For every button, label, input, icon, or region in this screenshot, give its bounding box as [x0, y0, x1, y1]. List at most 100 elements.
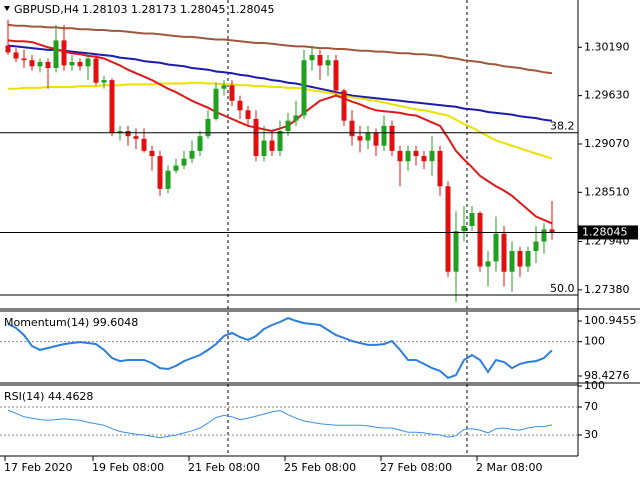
- candle-body: [173, 165, 179, 171]
- candle-body: [5, 45, 11, 53]
- candle-body: [501, 233, 507, 272]
- y-tick-label: 1.29630: [584, 89, 630, 102]
- fibo-label: 38.2: [550, 120, 575, 133]
- candle-body: [125, 131, 131, 137]
- x-tick-label: 2 Mar 08:00: [476, 461, 542, 474]
- price-box: [578, 225, 638, 240]
- candle-body: [29, 60, 35, 67]
- candle-body: [381, 125, 387, 146]
- candle-body: [165, 170, 171, 189]
- candle-body: [309, 55, 315, 61]
- candle-body: [469, 213, 475, 226]
- moving-average: [7, 44, 553, 122]
- candle-body: [533, 241, 539, 252]
- candle-body: [205, 118, 211, 137]
- candle-body: [13, 52, 19, 59]
- y-tick-label: 70: [584, 400, 598, 413]
- candle-body: [245, 110, 251, 119]
- candle-body: [389, 125, 395, 151]
- candle-body: [373, 132, 379, 146]
- candle-body: [341, 90, 347, 121]
- candle-body: [285, 120, 291, 132]
- candle-body: [477, 213, 483, 267]
- x-tick-label: 21 Feb 08:00: [188, 461, 260, 474]
- candle-body: [365, 132, 371, 141]
- y-tick-label: 1.30190: [584, 40, 630, 53]
- y-tick-label: 1.27380: [584, 283, 630, 296]
- candle-body: [189, 150, 195, 159]
- candle-body: [397, 150, 403, 162]
- price-label: 1.28045: [582, 225, 628, 238]
- candle-body: [117, 131, 123, 133]
- candle-body: [69, 61, 75, 66]
- moving-average: [8, 81, 553, 160]
- y-tick-label: 1.29070: [584, 137, 630, 150]
- y-tick-label: 1.28510: [584, 185, 630, 198]
- candle-body: [413, 150, 419, 157]
- x-tick-label: 19 Feb 08:00: [92, 461, 164, 474]
- x-tick-label: 17 Feb 2020: [4, 461, 72, 474]
- candle-body: [421, 156, 427, 162]
- fibo-label: 50.0: [550, 282, 575, 295]
- candle-body: [317, 55, 323, 66]
- candle-body: [229, 85, 235, 101]
- candle-body: [325, 60, 331, 66]
- candle-body: [301, 60, 307, 116]
- x-tick-label: 25 Feb 08:00: [284, 461, 356, 474]
- candle-body: [197, 136, 203, 151]
- candle-body: [333, 60, 339, 91]
- candle-body: [493, 233, 499, 262]
- candle-body: [485, 261, 491, 267]
- moving-average: [7, 23, 553, 75]
- candle-body: [525, 251, 531, 267]
- candle-body: [293, 115, 299, 121]
- candle-body: [157, 156, 163, 189]
- candle-body: [109, 80, 115, 133]
- candle-body: [437, 150, 443, 187]
- y-tick-label: 100: [584, 379, 605, 392]
- candle-body: [461, 225, 467, 232]
- symbol-icon: [4, 6, 10, 11]
- candle-body: [61, 40, 67, 66]
- candle-body: [53, 40, 59, 69]
- candle-body: [549, 229, 555, 233]
- candle-body: [509, 251, 515, 272]
- candle-body: [141, 138, 147, 151]
- candle-body: [277, 131, 283, 151]
- ohlc: 1.28103 1.28173 1.28045 1.28045: [82, 3, 274, 16]
- candle-body: [541, 229, 547, 242]
- candle-body: [221, 85, 227, 89]
- candle-body: [101, 80, 107, 83]
- candle-body: [349, 120, 355, 137]
- indicator-title: Momentum(14) 99.6048: [4, 316, 138, 329]
- candle-body: [269, 140, 275, 151]
- y-tick-label: 100: [584, 335, 605, 348]
- x-tick-label: 27 Feb 08:00: [380, 461, 452, 474]
- candle-body: [213, 88, 219, 119]
- y-tick-label: 98.4276: [584, 369, 630, 382]
- candle-body: [93, 58, 99, 83]
- candle-body: [45, 61, 51, 69]
- y-tick-label: 100.9455: [584, 314, 637, 327]
- candle-body: [261, 140, 267, 157]
- candle-body: [429, 150, 435, 162]
- candle-body: [357, 136, 363, 141]
- indicator-line: [7, 409, 553, 439]
- candle-body: [181, 158, 187, 166]
- candle-body: [253, 118, 259, 157]
- candle-body: [133, 136, 139, 139]
- indicator-title: RSI(14) 44.4628: [4, 390, 93, 403]
- candle-body: [453, 231, 459, 272]
- candle-body: [37, 61, 43, 67]
- candle-body: [237, 100, 243, 111]
- y-tick-label: 30: [584, 428, 598, 441]
- candle-body: [517, 251, 523, 267]
- candle-body: [445, 186, 451, 272]
- candle-body: [85, 58, 91, 67]
- candle-body: [405, 150, 411, 162]
- symbol: GBPUSD,H4: [14, 3, 79, 16]
- indicator-line: [7, 317, 553, 380]
- candle-body: [77, 61, 83, 67]
- candle-body: [149, 150, 155, 157]
